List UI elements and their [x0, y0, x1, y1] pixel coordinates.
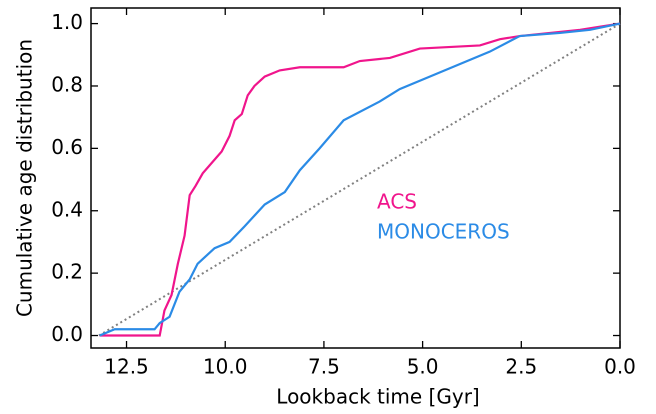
legend-label: MONOCEROS [377, 220, 510, 244]
series-line [99, 22, 621, 337]
x-tick-label: 0.0 [604, 355, 636, 379]
series-line [99, 22, 621, 337]
plot-frame [90, 7, 621, 349]
y-tick-label: 0.8 [51, 72, 83, 96]
x-tick-label: 10.0 [203, 355, 248, 379]
x-tick-label: 5.0 [407, 355, 439, 379]
y-tick-label: 0.6 [51, 135, 83, 159]
x-axis-label: Lookback time [Gyr] [276, 385, 479, 409]
reference-line [98, 22, 621, 337]
x-tick-label: 12.5 [104, 355, 149, 379]
y-tick-label: 1.0 [51, 10, 83, 34]
y-tick-label: 0.2 [51, 260, 83, 284]
y-tick-label: 0.4 [51, 197, 83, 221]
x-tick-label: 7.5 [308, 355, 340, 379]
legend-label: ACS [377, 190, 417, 214]
x-tick-label: 2.5 [505, 355, 537, 379]
y-axis-label: Cumulative age distribution [13, 39, 37, 317]
y-tick-label: 0.0 [51, 322, 83, 346]
